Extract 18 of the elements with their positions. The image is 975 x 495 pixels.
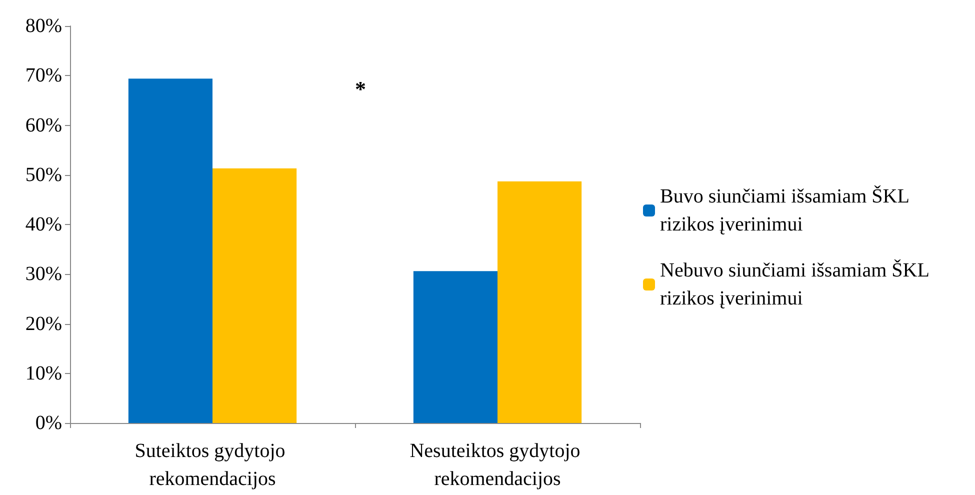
bar [212,168,297,423]
annotation: * [355,76,366,102]
x-tick-label: Nesuteiktos gydytojo rekomendacijos [410,440,586,490]
y-tick-label: 40% [25,214,62,236]
x-tick-label: Suteiktos gydytojo rekomendacijos [134,440,290,490]
y-tick-label: 60% [25,114,62,136]
y-tick-label: 30% [25,263,62,286]
y-tick-label: 70% [25,64,62,87]
y-tick-label: 50% [25,164,62,186]
legend-label: Nebuvo siunčiami išsamiam ŠKL rizikos įverinimui [660,258,934,310]
y-tick-label: 20% [25,312,62,335]
bar [498,181,582,423]
y-tick-label: 0% [35,412,62,434]
y-tick-label: 80% [25,15,62,37]
legend-label: Buvo siunčiami išsamiam ŠKL rizikos įverinimui [660,184,914,236]
bar [128,78,212,423]
bar [413,271,498,423]
y-tick-label: 10% [25,362,62,384]
